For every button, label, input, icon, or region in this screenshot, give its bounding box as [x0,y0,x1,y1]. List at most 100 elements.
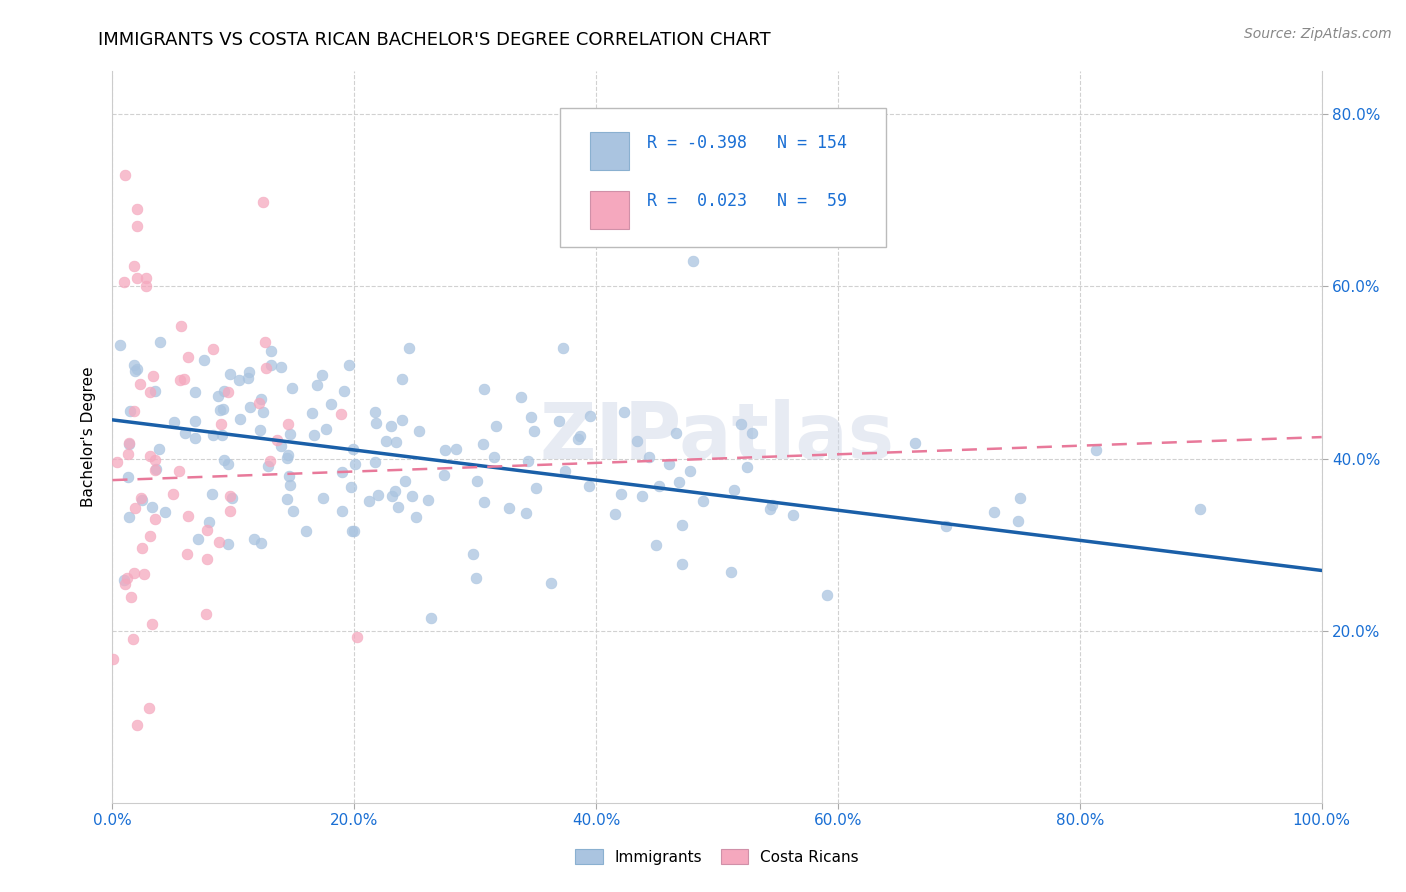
Point [1010,491,1032,506]
Point [398,341,420,355]
Point [472,382,495,396]
Point [125,718,148,732]
Point [723,483,745,498]
Point [540,576,562,591]
Point [194,607,217,622]
Point [212,453,235,467]
Point [735,459,758,474]
Point [249,396,271,410]
Point [330,504,353,518]
Point [446,442,468,456]
Point [138,701,160,715]
Point [125,270,148,285]
Point [122,404,145,418]
Point [122,632,145,646]
Point [257,459,280,474]
Point [554,464,576,478]
Point [692,494,714,508]
Point [173,372,195,386]
Point [228,412,250,426]
Point [249,423,271,437]
Point [125,202,148,216]
Point [391,412,413,426]
Point [374,434,396,448]
Point [333,384,356,398]
Point [419,611,441,625]
Point [195,552,218,566]
Point [605,507,627,521]
Point [364,405,387,419]
Point [176,547,198,561]
Point [761,498,783,512]
Text: IMMIGRANTS VS COSTA RICAN BACHELOR'S DEGREE CORRELATION CHART: IMMIGRANTS VS COSTA RICAN BACHELOR'S DEG… [98,31,770,49]
Point [329,407,352,421]
Point [741,426,763,441]
Point [228,373,250,387]
Point [277,448,299,462]
Point [434,443,457,458]
Point [364,416,387,430]
Point [174,426,197,441]
Point [330,465,353,479]
Point [169,373,191,387]
Point [472,495,495,509]
Point [117,436,139,450]
Point [141,500,163,515]
Point [523,424,546,438]
Point [105,455,128,469]
Point [276,491,298,506]
Text: R =  0.023   N =  59: R = 0.023 N = 59 [647,192,846,210]
Point [304,427,326,442]
Point [131,541,153,555]
Point [124,501,146,516]
Point [217,384,239,399]
Point [578,409,600,423]
Point [201,487,224,501]
Point [219,368,242,382]
Point [187,532,209,546]
Point [671,518,693,533]
Point [315,422,337,436]
Point [433,467,456,482]
Point [124,364,146,378]
Point [238,370,260,384]
Point [117,470,139,484]
Point [648,479,671,493]
Point [217,458,239,472]
Point [343,524,366,539]
Point [129,377,152,392]
Point [122,259,145,273]
Point [252,404,274,418]
Point [211,402,233,417]
Point [346,630,368,644]
Point [141,617,163,632]
Point [281,504,304,518]
Y-axis label: Bachelor's Degree: Bachelor's Degree [80,367,96,508]
Point [270,439,292,453]
Point [720,565,742,579]
Point [463,547,485,561]
Point [613,405,636,419]
Point [209,402,232,417]
Point [202,342,225,356]
Point [295,524,318,538]
Point [270,359,292,374]
Point [143,512,166,526]
Point [115,571,138,585]
Point [219,490,242,504]
Text: R = -0.398   N = 154: R = -0.398 N = 154 [647,134,846,152]
Point [198,515,221,529]
Point [904,435,927,450]
Point [730,417,752,431]
Point [145,461,167,475]
Bar [591,132,628,170]
Point [471,437,494,451]
Point [148,442,170,457]
Point [416,492,439,507]
Point [281,381,304,395]
Point [312,491,335,505]
Text: Source: ZipAtlas.com: Source: ZipAtlas.com [1244,27,1392,41]
Point [278,478,301,492]
Point [626,434,648,448]
Point [645,538,668,552]
